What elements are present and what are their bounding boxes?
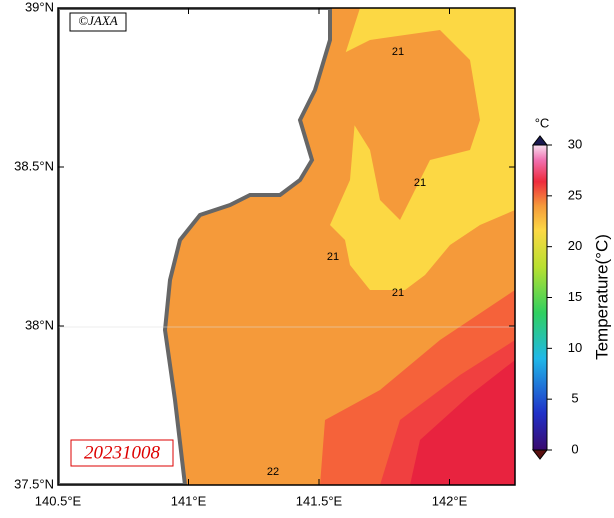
date-box [70, 439, 174, 467]
colorbar [532, 144, 548, 451]
colorbar-tick-label: 15 [568, 289, 582, 304]
warm-core [410, 360, 515, 485]
colorbar-tick-label: 5 [571, 391, 578, 406]
colorbar-label: Temperature(°C) [592, 234, 611, 360]
colorbar-min-cap [531, 449, 549, 460]
lon-tick-label: 142°E [432, 493, 468, 508]
colorbar-tick-label: 25 [568, 187, 582, 202]
colorbar-tick-label: 20 [568, 238, 582, 253]
colorbar-tick-label: 0 [571, 441, 578, 456]
lon-tick-label: 141°E [171, 493, 207, 508]
map-area [58, 8, 515, 485]
contour-label: 21 [392, 46, 404, 58]
lon-tick-label: 140.5°E [35, 493, 82, 508]
colorbar-tick-label: 30 [568, 136, 582, 151]
contour-label: 21 [414, 177, 426, 189]
lat-tick-label: 37.5°N [14, 476, 54, 491]
contour-label: 22 [267, 466, 279, 478]
land [58, 8, 332, 485]
sea-patch [330, 30, 480, 220]
lon-tick-label: 141.5°E [296, 493, 343, 508]
contour-label: 21 [327, 251, 339, 263]
colorbar-tick-label: 10 [568, 340, 582, 355]
lat-tick-label: 38°N [25, 317, 54, 332]
date: 20231008 [84, 442, 161, 463]
lat-tick-label: 38.5°N [14, 158, 54, 173]
contour-label: 21 [392, 287, 404, 299]
lat-tick-label: 39°N [25, 0, 54, 14]
credit: ©JAXA [78, 13, 118, 28]
colorbar-unit: °C [535, 115, 550, 130]
colorbar-max-cap [531, 135, 549, 146]
credit-box [69, 12, 127, 32]
map-frame [57, 7, 516, 486]
